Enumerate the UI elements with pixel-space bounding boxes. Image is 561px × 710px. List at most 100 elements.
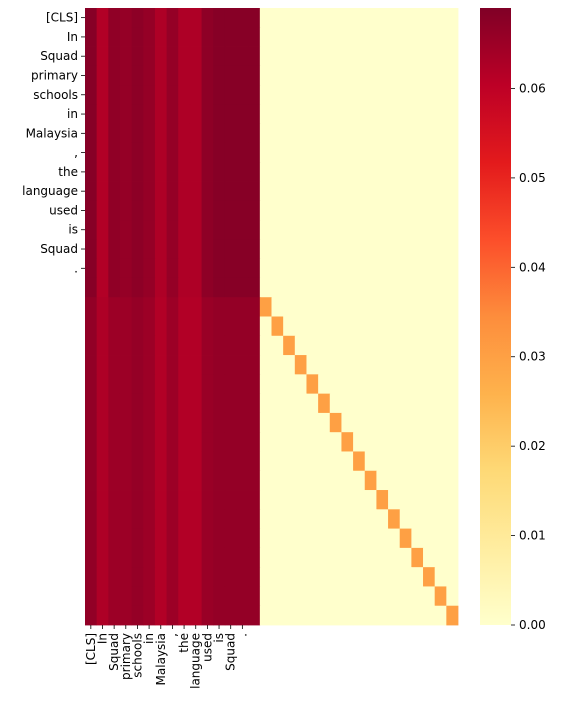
- heatmap-cell-r3-c12: [225, 66, 237, 86]
- heatmap-cell-r10-c7: [167, 201, 179, 221]
- heatmap-cell-r0-c18: [295, 8, 307, 28]
- heatmap-cell-r18-c2: [108, 355, 120, 375]
- heatmap-cell-r18-c20: [318, 355, 330, 375]
- heatmap-cell-r10-c16: [272, 201, 284, 221]
- heatmap-cell-r14-c18: [295, 278, 307, 298]
- heatmap-cell-r21-c12: [225, 413, 237, 433]
- heatmap-cell-r23-c23: [353, 451, 365, 471]
- heatmap-cell-r25-c6: [155, 490, 167, 510]
- heatmap-cell-r15-c28: [411, 297, 423, 317]
- heatmap-cell-r13-c0: [85, 259, 97, 279]
- heatmap-cell-r14-c26: [388, 278, 400, 298]
- heatmap-cell-r29-c25: [376, 567, 388, 587]
- heatmap-cell-r1-c3: [120, 27, 132, 47]
- heatmap-cell-r21-c4: [132, 413, 144, 433]
- heatmap-cell-r23-c10: [202, 451, 214, 471]
- heatmap-cell-r9-c25: [376, 182, 388, 202]
- heatmap-cell-r30-c31: [446, 586, 458, 606]
- heatmap-cell-r29-c24: [365, 567, 377, 587]
- heatmap-cell-r20-c4: [132, 394, 144, 414]
- heatmap-cell-r19-c3: [120, 374, 132, 394]
- heatmap-cell-r22-c26: [388, 432, 400, 452]
- heatmap-cell-r26-c15: [260, 509, 272, 529]
- heatmap-cell-r7-c1: [97, 143, 109, 163]
- heatmap-cell-r6-c15: [260, 124, 272, 144]
- heatmap-cell-r23-c18: [295, 451, 307, 471]
- heatmap-cell-r21-c26: [388, 413, 400, 433]
- heatmap-cell-r31-c16: [272, 606, 284, 626]
- heatmap-cell-r8-c10: [202, 162, 214, 182]
- heatmap-cell-r16-c1: [97, 317, 109, 337]
- heatmap-cell-r12-c7: [167, 239, 179, 259]
- heatmap-cell-r29-c13: [237, 567, 249, 587]
- heatmap-cell-r16-c3: [120, 317, 132, 337]
- heatmap-cell-r6-c14: [248, 124, 260, 144]
- heatmap-cell-r23-c13: [237, 451, 249, 471]
- heatmap-cell-r15-c5: [143, 297, 155, 317]
- heatmap-cell-r26-c26: [388, 509, 400, 529]
- heatmap-cell-r25-c25: [376, 490, 388, 510]
- heatmap-cell-r12-c2: [108, 239, 120, 259]
- heatmap-cell-r15-c23: [353, 297, 365, 317]
- heatmap-cell-r16-c13: [237, 317, 249, 337]
- heatmap-cell-r22-c12: [225, 432, 237, 452]
- heatmap-cell-r2-c0: [85, 47, 97, 67]
- heatmap-cell-r4-c2: [108, 85, 120, 105]
- heatmap-cell-r22-c15: [260, 432, 272, 452]
- heatmap-cell-r24-c9: [190, 471, 202, 491]
- heatmap-cell-r30-c8: [178, 586, 190, 606]
- heatmap-cell-r18-c11: [213, 355, 225, 375]
- heatmap-cell-r2-c22: [341, 47, 353, 67]
- heatmap-cell-r17-c12: [225, 336, 237, 356]
- heatmap-cell-r5-c8: [178, 104, 190, 124]
- heatmap-cell-r19-c2: [108, 374, 120, 394]
- heatmap-cell-r8-c0: [85, 162, 97, 182]
- heatmap-cell-r24-c28: [411, 471, 423, 491]
- heatmap-cell-r7-c6: [155, 143, 167, 163]
- heatmap-cell-r22-c29: [423, 432, 435, 452]
- heatmap-cell-r4-c15: [260, 85, 272, 105]
- heatmap-cell-r21-c2: [108, 413, 120, 433]
- heatmap-cell-r7-c12: [225, 143, 237, 163]
- heatmap-cell-r2-c11: [213, 47, 225, 67]
- heatmap-cell-r27-c11: [213, 529, 225, 549]
- heatmap-cell-r17-c1: [97, 336, 109, 356]
- heatmap-cell-r22-c0: [85, 432, 97, 452]
- heatmap-cell-r0-c23: [353, 8, 365, 28]
- heatmap-cell-r23-c3: [120, 451, 132, 471]
- heatmap-cell-r30-c7: [167, 586, 179, 606]
- heatmap-cell-r21-c10: [202, 413, 214, 433]
- heatmap-cell-r9-c16: [272, 182, 284, 202]
- heatmap-cell-r14-c10: [202, 278, 214, 298]
- heatmap-cell-r22-c1: [97, 432, 109, 452]
- heatmap-cell-r14-c5: [143, 278, 155, 298]
- heatmap-cell-r7-c21: [330, 143, 342, 163]
- heatmap-cell-r31-c27: [400, 606, 412, 626]
- heatmap-cell-r24-c7: [167, 471, 179, 491]
- heatmap-cell-r29-c15: [260, 567, 272, 587]
- y-tick-label: primary: [31, 68, 78, 82]
- heatmap-cell-r7-c4: [132, 143, 144, 163]
- heatmap-cell-r29-c20: [318, 567, 330, 587]
- heatmap-cell-r9-c29: [423, 182, 435, 202]
- heatmap-cell-r25-c9: [190, 490, 202, 510]
- heatmap-cell-r7-c8: [178, 143, 190, 163]
- heatmap-cell-r30-c25: [376, 586, 388, 606]
- heatmap-cell-r10-c15: [260, 201, 272, 221]
- heatmap-cell-r11-c12: [225, 220, 237, 240]
- heatmap-cell-r31-c25: [376, 606, 388, 626]
- heatmap-cell-r31-c0: [85, 606, 97, 626]
- y-tick-label: the: [58, 165, 78, 179]
- heatmap-cell-r30-c21: [330, 586, 342, 606]
- heatmap-cell-r24-c24: [365, 471, 377, 491]
- heatmap-cell-r22-c22: [341, 432, 353, 452]
- heatmap-cell-r20-c10: [202, 394, 214, 414]
- heatmap-cell-r3-c14: [248, 66, 260, 86]
- heatmap-cell-r22-c13: [237, 432, 249, 452]
- heatmap-cell-r20-c21: [330, 394, 342, 414]
- heatmap-cell-r14-c21: [330, 278, 342, 298]
- heatmap-cell-r27-c29: [423, 529, 435, 549]
- heatmap-cell-r29-c6: [155, 567, 167, 587]
- heatmap-cell-r16-c4: [132, 317, 144, 337]
- heatmap-cell-r5-c11: [213, 104, 225, 124]
